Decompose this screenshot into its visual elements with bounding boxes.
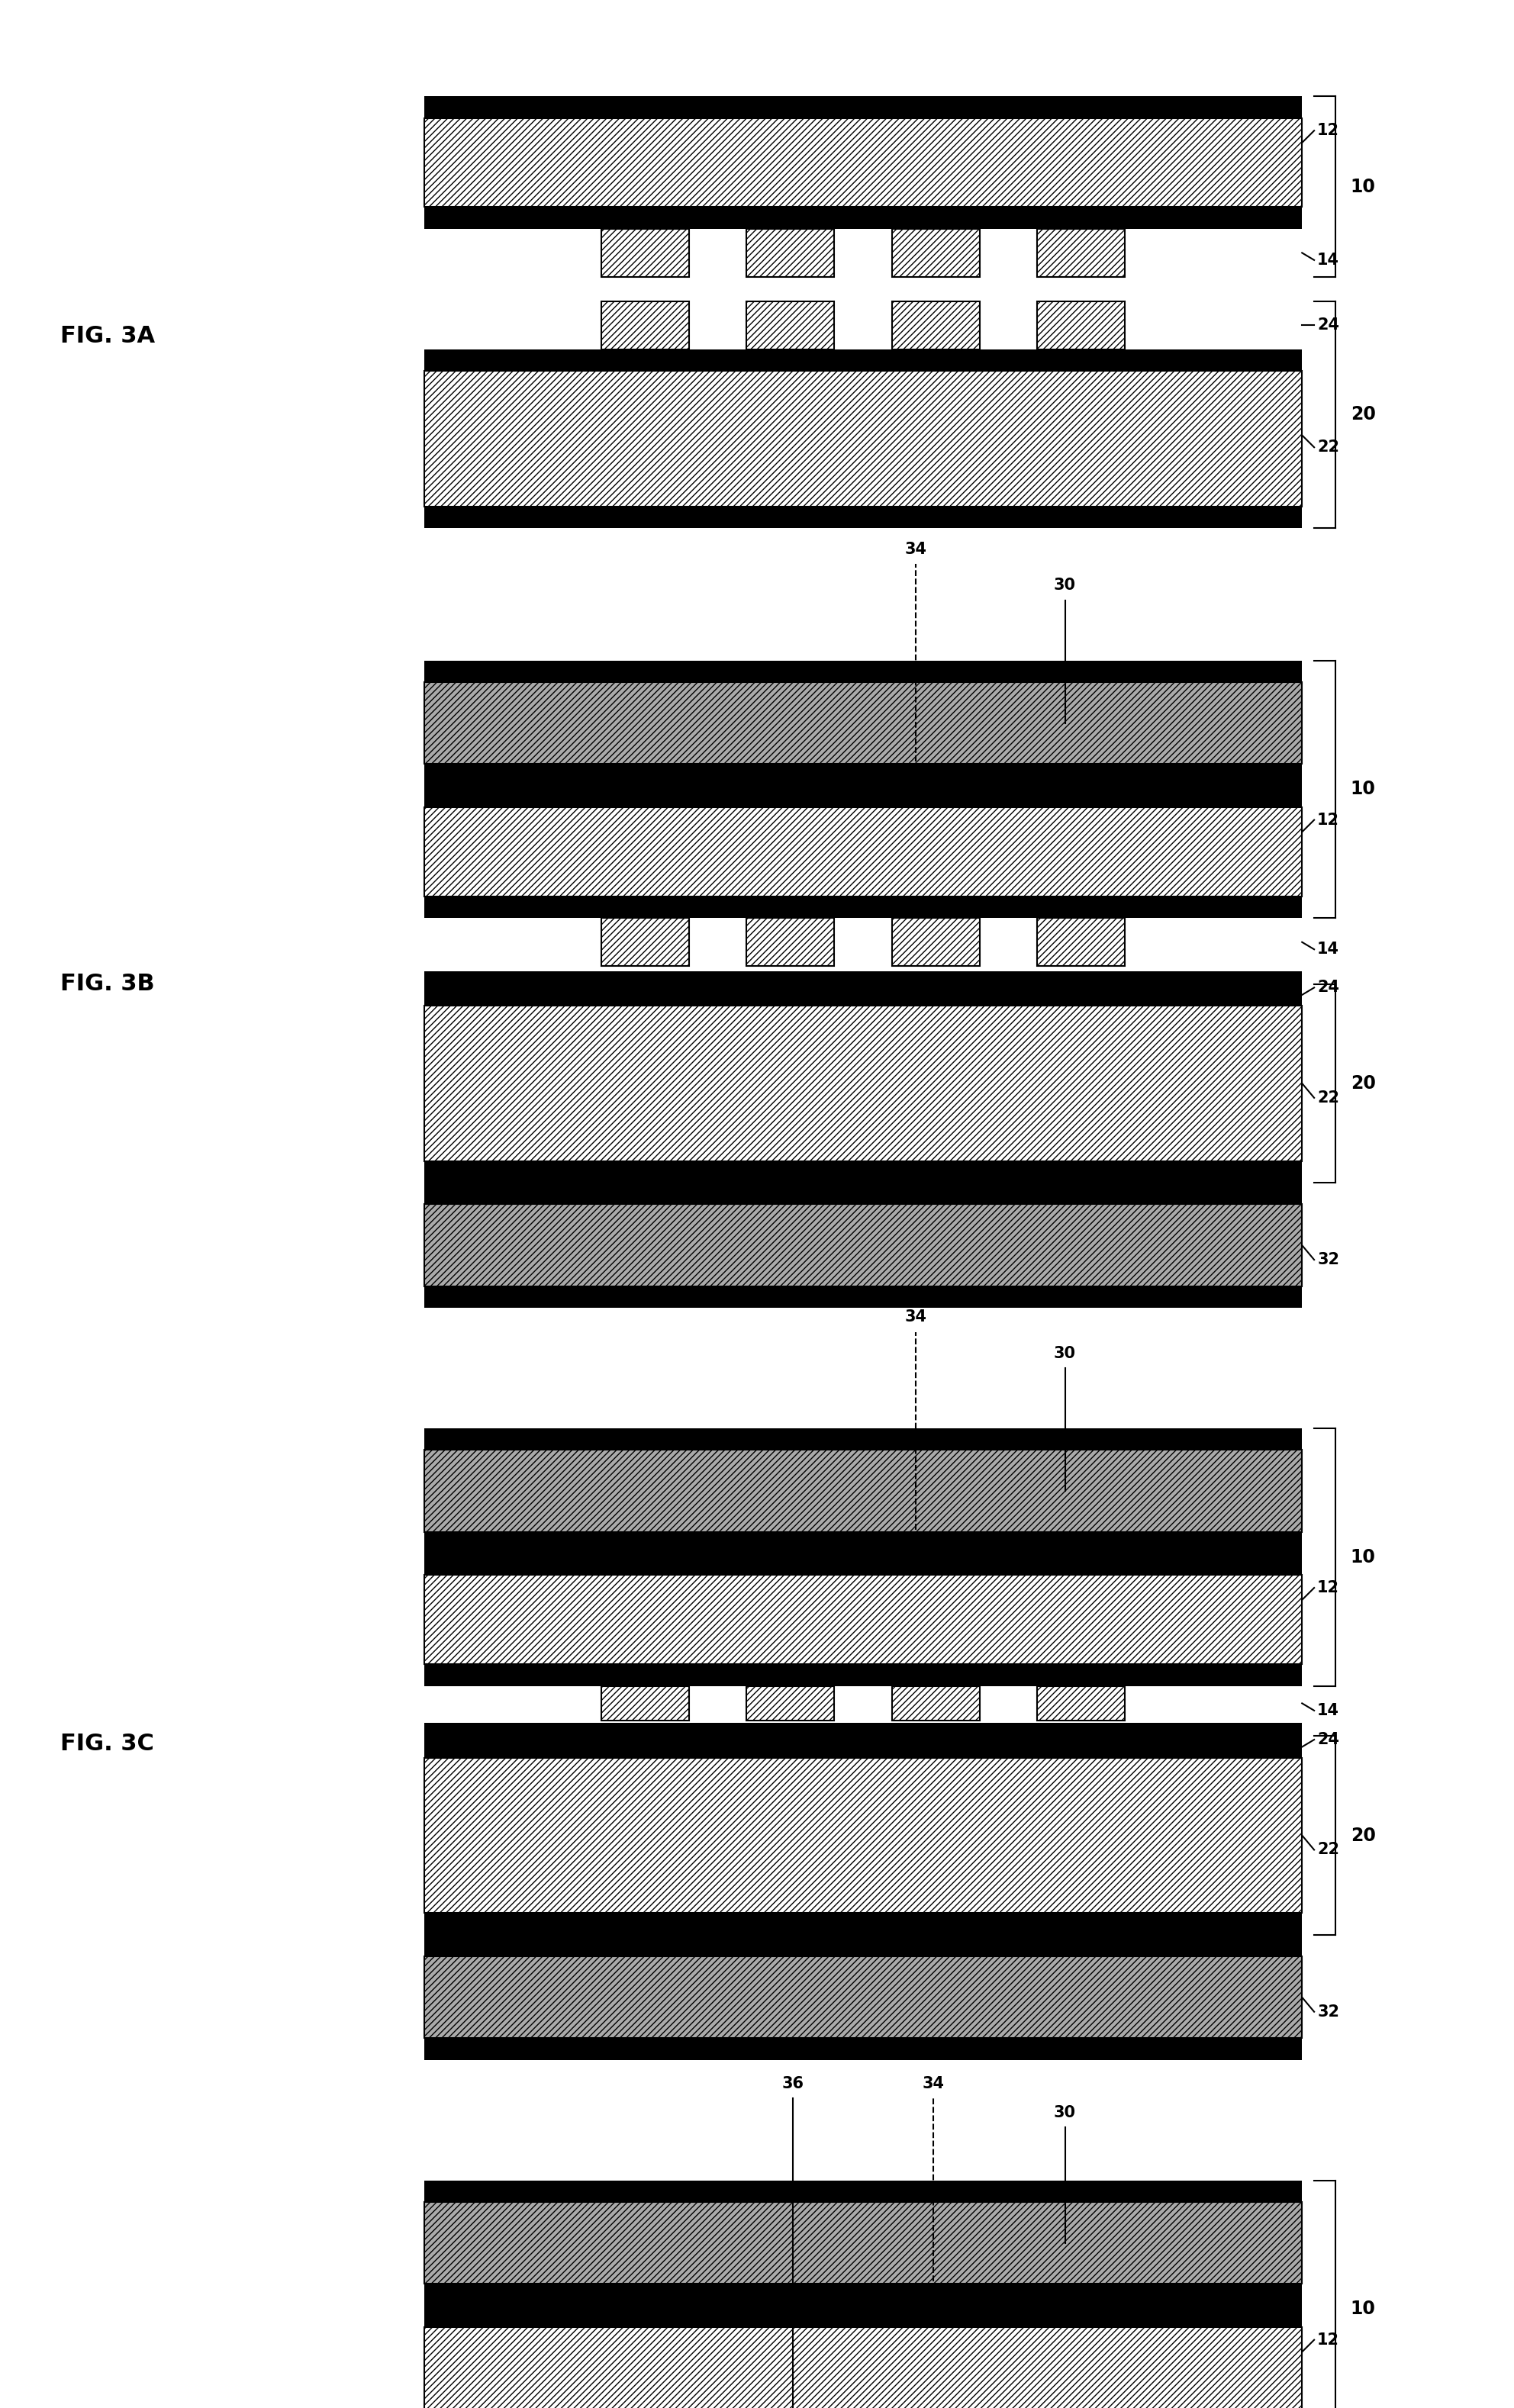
Bar xyxy=(424,2201,1302,2283)
Bar xyxy=(424,1724,1302,1736)
Text: 30: 30 xyxy=(1054,2105,1076,2119)
Bar xyxy=(601,301,689,349)
Bar xyxy=(424,807,1302,896)
Text: 14: 14 xyxy=(1317,942,1340,956)
Bar xyxy=(1037,301,1125,349)
Text: 22: 22 xyxy=(1317,441,1340,455)
Text: 34: 34 xyxy=(922,2076,945,2090)
Text: 24: 24 xyxy=(1317,1731,1340,1748)
Bar xyxy=(424,660,1302,681)
Bar xyxy=(424,1428,1302,1450)
Text: 32: 32 xyxy=(1317,1252,1340,1267)
Text: 14: 14 xyxy=(1317,1702,1340,1719)
Bar xyxy=(424,2283,1302,2304)
Text: 34: 34 xyxy=(904,542,927,556)
Text: 30: 30 xyxy=(1054,578,1076,592)
Bar xyxy=(424,349,1302,371)
Bar xyxy=(746,301,834,349)
Text: 20: 20 xyxy=(1350,405,1376,424)
Bar xyxy=(424,2326,1302,2408)
Text: 24: 24 xyxy=(1317,980,1340,995)
Bar xyxy=(1037,917,1125,966)
Text: FIG. 3A: FIG. 3A xyxy=(61,325,156,347)
Text: 12: 12 xyxy=(1317,1580,1340,1597)
Bar xyxy=(892,229,980,277)
Bar xyxy=(424,1553,1302,1575)
Bar xyxy=(746,917,834,966)
Bar xyxy=(746,229,834,277)
Text: FIG. 3B: FIG. 3B xyxy=(61,973,154,995)
Bar xyxy=(424,207,1302,229)
Bar xyxy=(601,1686,689,1722)
Bar xyxy=(424,1575,1302,1664)
Text: 32: 32 xyxy=(1317,2003,1340,2020)
Bar xyxy=(424,506,1302,527)
Text: 22: 22 xyxy=(1317,1091,1340,1105)
Bar xyxy=(424,2037,1302,2059)
Text: 30: 30 xyxy=(1054,1346,1076,1361)
Bar xyxy=(424,1204,1302,1286)
Bar xyxy=(424,1007,1302,1161)
Bar xyxy=(424,118,1302,207)
Bar xyxy=(424,763,1302,785)
Bar xyxy=(892,1686,980,1722)
Bar xyxy=(1037,229,1125,277)
Bar xyxy=(424,96,1302,118)
Bar xyxy=(424,985,1302,1007)
Bar xyxy=(424,371,1302,506)
Text: 34: 34 xyxy=(904,1310,927,1324)
Text: 36: 36 xyxy=(781,2076,804,2090)
Text: 22: 22 xyxy=(1317,1842,1340,1857)
Bar xyxy=(1037,1686,1125,1722)
Bar xyxy=(424,1286,1302,1308)
Bar xyxy=(601,917,689,966)
Bar xyxy=(424,2179,1302,2201)
Text: 12: 12 xyxy=(1317,123,1340,137)
Bar xyxy=(601,229,689,277)
Text: 12: 12 xyxy=(1317,2333,1340,2348)
Text: 20: 20 xyxy=(1350,1825,1376,1845)
Bar xyxy=(746,1686,834,1722)
Bar xyxy=(424,896,1302,917)
Bar xyxy=(424,1450,1302,1531)
Text: 10: 10 xyxy=(1350,178,1376,195)
Bar xyxy=(424,1934,1302,1955)
Bar xyxy=(424,1758,1302,1912)
Bar xyxy=(424,970,1302,985)
Text: 10: 10 xyxy=(1350,1548,1376,1565)
Bar xyxy=(892,917,980,966)
Bar xyxy=(892,301,980,349)
Text: FIG. 3C: FIG. 3C xyxy=(61,1734,154,1755)
Bar xyxy=(424,1161,1302,1182)
Bar xyxy=(424,1182,1302,1204)
Bar xyxy=(424,681,1302,763)
Text: 24: 24 xyxy=(1317,318,1340,332)
Text: 14: 14 xyxy=(1317,253,1340,267)
Bar xyxy=(424,1531,1302,1553)
Bar xyxy=(424,1955,1302,2037)
Text: 20: 20 xyxy=(1350,1074,1376,1093)
Bar xyxy=(424,1736,1302,1758)
Text: 10: 10 xyxy=(1350,2300,1376,2319)
Bar xyxy=(424,1912,1302,1934)
Bar xyxy=(424,1664,1302,1686)
Text: 12: 12 xyxy=(1317,811,1340,828)
Text: 10: 10 xyxy=(1350,780,1376,799)
Bar xyxy=(424,2304,1302,2326)
Bar xyxy=(424,785,1302,807)
